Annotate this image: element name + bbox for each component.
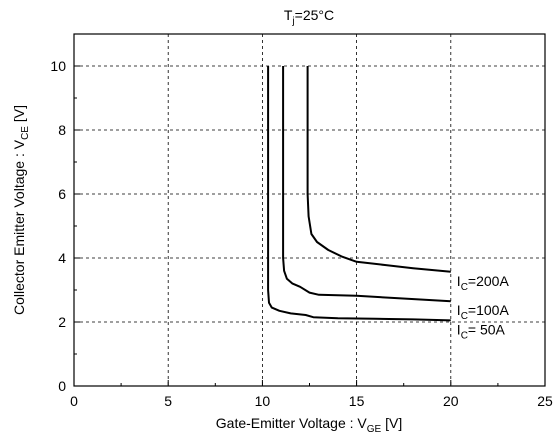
y-tick-label: 4: [58, 250, 66, 266]
series-line: [306, 66, 451, 273]
y-tick-label: 8: [58, 122, 66, 138]
x-axis-title: Gate-Emitter Voltage : VGE [V]: [216, 415, 402, 435]
chart-title: Tj=25°C: [284, 7, 334, 27]
series-label: IC= 50A: [457, 321, 506, 341]
x-tick-label: 25: [537, 393, 553, 409]
x-tick-label: 15: [349, 393, 365, 409]
ticks: 0 5 10 15 20 25 0 2 4 6 8 10: [50, 58, 553, 409]
series-label: IC=100A: [457, 302, 510, 322]
x-tick-label: 5: [164, 393, 172, 409]
x-tick-label: 10: [255, 393, 271, 409]
y-tick-label: 6: [58, 186, 66, 202]
grid: [74, 34, 545, 386]
y-axis-title: Collector Emitter Voltage : VCE [V]: [11, 105, 31, 315]
x-tick-label: 20: [443, 393, 459, 409]
x-tick-label: 0: [70, 393, 78, 409]
series: [267, 66, 451, 322]
series-line: [267, 66, 451, 322]
series-line: [282, 66, 451, 303]
y-tick-label: 0: [58, 378, 66, 394]
y-tick-label: 2: [58, 314, 66, 330]
series-label: IC=200A: [457, 273, 510, 293]
y-tick-label: 10: [50, 58, 66, 74]
